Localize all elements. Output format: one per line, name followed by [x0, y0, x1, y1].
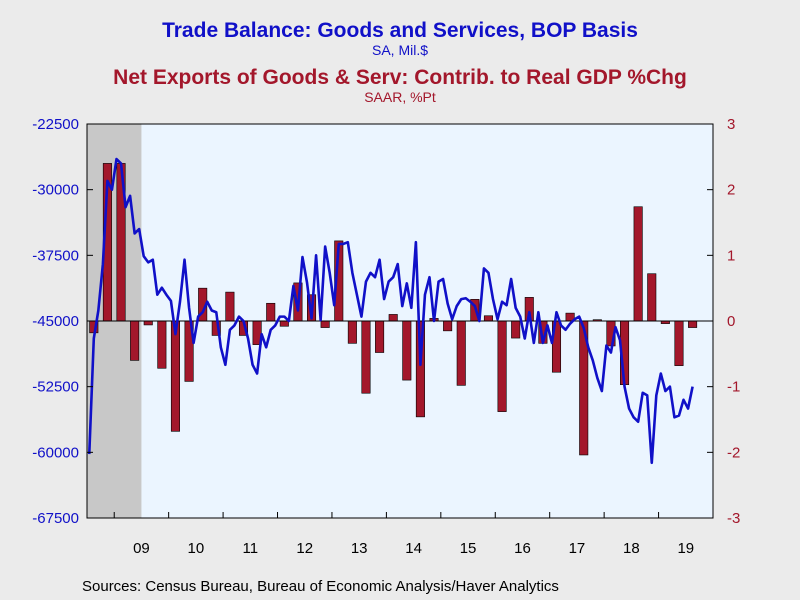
x-axis-tick-label: 16 — [514, 540, 531, 557]
net-exports-bar — [483, 315, 493, 322]
net-exports-bar — [279, 320, 289, 327]
net-exports-bar — [320, 320, 330, 328]
x-axis-tick-label: 18 — [623, 540, 640, 557]
chart-subtitle-net-exports-units: SAAR, %Pt — [364, 89, 436, 105]
x-axis-tick-label: 10 — [188, 540, 205, 557]
x-axis-tick-label: 12 — [296, 540, 313, 557]
net-exports-bar — [633, 206, 643, 322]
x-axis-tick-label: 14 — [405, 540, 422, 557]
trade-balance-line — [87, 157, 694, 465]
x-axis-tick-label: 09 — [133, 540, 150, 557]
source-note: Sources: Census Bureau, Bureau of Econom… — [82, 578, 559, 595]
net-exports-bar — [361, 320, 371, 394]
net-exports-bar — [388, 314, 398, 322]
net-exports-bar — [225, 291, 235, 322]
net-exports-bar — [647, 273, 657, 322]
left-axis-tick-label: -30000 — [32, 182, 79, 199]
right-axis-tick-label: 1 — [727, 247, 735, 264]
x-axis-tick-label: 19 — [677, 540, 694, 557]
right-axis-tick-label: 2 — [727, 182, 735, 199]
net-exports-bar — [674, 320, 684, 366]
left-axis-tick-label: -67500 — [32, 510, 79, 527]
left-axis-tick-label: -45000 — [32, 313, 79, 330]
chart-title-trade-balance: Trade Balance: Goods and Services, BOP B… — [162, 19, 638, 42]
right-axis-tick-label: -2 — [727, 444, 740, 461]
net-exports-bar — [157, 320, 167, 369]
net-exports-bar — [347, 320, 357, 344]
chart-title-net-exports: Net Exports of Goods & Serv: Contrib. to… — [113, 66, 687, 89]
right-y-axis: 3 2 1 0 -1 -2 -3 — [707, 116, 740, 527]
right-axis-tick-label: 0 — [727, 313, 735, 330]
left-axis-tick-label: -52500 — [32, 379, 79, 396]
x-axis: 09 10 11 12 13 14 15 16 17 18 19 — [113, 512, 694, 557]
net-exports-bar — [266, 302, 276, 322]
left-y-axis: -22500 -30000 -37500 -45000 -52500 -60000 -675… — [32, 116, 93, 527]
net-exports-bar — [688, 320, 698, 328]
net-exports-bar — [170, 320, 180, 432]
left-axis-tick-label: -37500 — [32, 247, 79, 264]
right-axis-tick-label: -3 — [727, 510, 740, 527]
left-axis-tick-label: -60000 — [32, 444, 79, 461]
net-exports-bar — [497, 320, 507, 412]
net-exports-bar — [511, 320, 521, 339]
net-exports-bar — [143, 320, 153, 326]
left-axis-tick-label: -22500 — [32, 116, 79, 133]
x-axis-tick-label: 13 — [351, 540, 368, 557]
x-axis-tick-label: 15 — [460, 540, 477, 557]
net-exports-bar — [375, 320, 385, 353]
x-axis-tick-label: 17 — [569, 540, 586, 557]
right-axis-tick-label: 3 — [727, 116, 735, 133]
net-exports-bar — [456, 320, 466, 386]
net-exports-bar — [402, 320, 412, 381]
net-exports-bar — [130, 320, 140, 361]
x-axis-tick-label: 11 — [243, 540, 259, 557]
chart-subtitle-trade-balance-units: SA, Mil.$ — [371, 42, 428, 58]
right-axis-tick-label: -1 — [727, 379, 740, 396]
net-exports-bar — [443, 320, 453, 332]
